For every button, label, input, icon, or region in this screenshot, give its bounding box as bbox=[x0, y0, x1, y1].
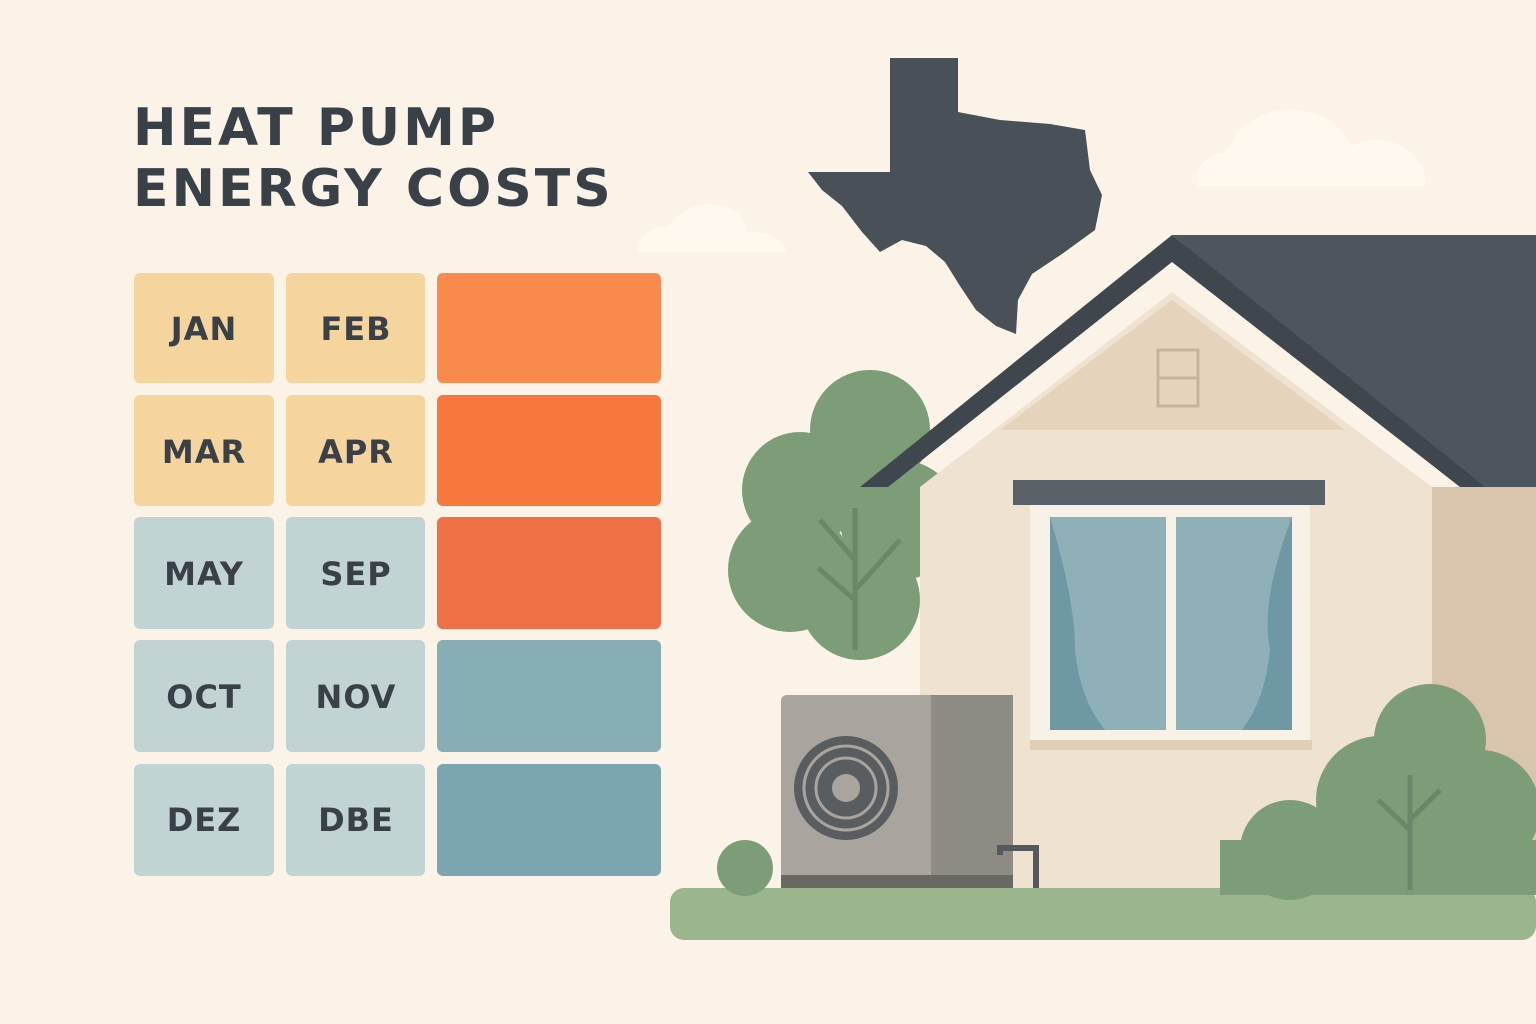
cost-block bbox=[437, 764, 661, 876]
cell bbox=[286, 273, 425, 383]
title-line: HEAT PUMP bbox=[133, 98, 499, 158]
month-label: JAN bbox=[169, 310, 237, 348]
cost-block bbox=[437, 273, 661, 383]
cell bbox=[134, 764, 274, 876]
month-label: OCT bbox=[166, 678, 242, 716]
month-label: APR bbox=[318, 433, 394, 471]
cell bbox=[134, 517, 274, 629]
texas-map bbox=[808, 58, 1102, 334]
month-label: MAY bbox=[164, 555, 244, 593]
tree bbox=[728, 370, 960, 660]
cell bbox=[286, 395, 425, 506]
month-label: NOV bbox=[316, 678, 397, 716]
month-label: FEB bbox=[320, 310, 391, 348]
cost-block bbox=[437, 640, 661, 752]
cell bbox=[134, 640, 274, 752]
cell bbox=[134, 273, 274, 383]
cost-block bbox=[437, 517, 661, 629]
title-line: ENERGY COSTS bbox=[133, 159, 614, 219]
month-label: MAR bbox=[162, 433, 246, 471]
clouds bbox=[638, 109, 1426, 252]
month-label: SEP bbox=[320, 555, 391, 593]
house bbox=[860, 235, 1536, 890]
cell bbox=[286, 517, 425, 629]
month-label: DEZ bbox=[167, 801, 242, 839]
cell bbox=[286, 640, 425, 752]
cost-block bbox=[437, 395, 661, 506]
cell bbox=[134, 395, 274, 506]
month-grid bbox=[134, 273, 661, 876]
ground bbox=[670, 684, 1536, 940]
cell bbox=[286, 764, 425, 876]
month-label: DBE bbox=[318, 801, 394, 839]
heat-pump bbox=[781, 695, 1039, 892]
cell-labels: JAN FEB MAR APR MAY SEP OCT NOV DEZ DBE bbox=[162, 310, 397, 839]
